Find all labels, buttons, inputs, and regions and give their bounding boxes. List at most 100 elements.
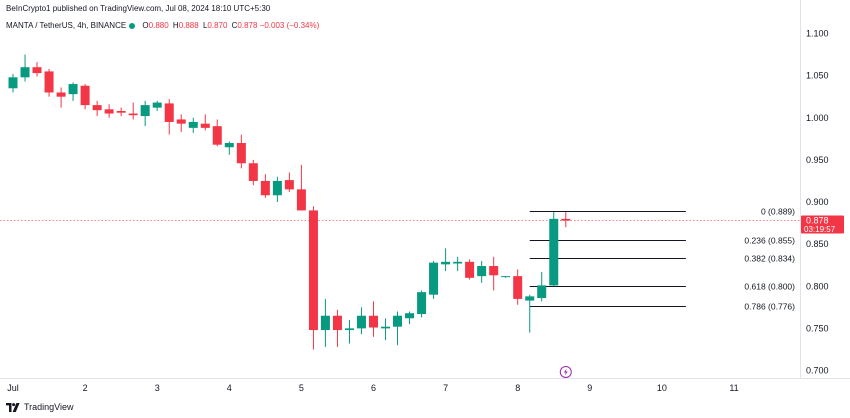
candle-body xyxy=(417,292,427,315)
x-tick-label: 3 xyxy=(155,383,160,393)
symbol-info: MANTA / TetherUS, 4h, BINANCE O0.880 H0.… xyxy=(6,21,319,30)
candle xyxy=(8,73,18,93)
x-tick-label: 8 xyxy=(515,383,520,393)
candle-body xyxy=(152,102,162,108)
candle-body xyxy=(381,326,391,329)
candle-body xyxy=(104,109,114,114)
candle-body xyxy=(284,180,294,190)
y-tick-label: 0.750 xyxy=(806,323,829,333)
candle-body xyxy=(272,180,282,196)
candle xyxy=(381,318,391,341)
candle-body xyxy=(248,163,258,181)
candle xyxy=(308,206,318,350)
candle xyxy=(453,256,463,272)
fib-level-label: 0.236 (0.855) xyxy=(744,236,795,246)
candle-body xyxy=(308,210,318,331)
ohlc-value-h: 0.888 xyxy=(178,21,201,30)
candle-body xyxy=(356,315,366,329)
y-tick-label: 1.000 xyxy=(806,113,829,123)
x-tick-label: 11 xyxy=(729,383,738,393)
candle xyxy=(356,307,366,335)
candle xyxy=(116,107,126,117)
candle-body xyxy=(477,266,487,277)
candle xyxy=(236,134,246,169)
fib-level-label: 0.618 (0.800) xyxy=(744,282,795,292)
candle xyxy=(320,298,330,347)
candle-body xyxy=(453,261,463,264)
x-tick-label: 5 xyxy=(299,383,304,393)
ohlc-value-o: 0.880 xyxy=(148,21,171,30)
candle-body xyxy=(212,126,222,145)
x-tick-label: 9 xyxy=(587,383,592,393)
candle-body xyxy=(344,328,354,331)
candle-body xyxy=(561,218,571,221)
candle-body xyxy=(405,313,415,319)
candle-body xyxy=(236,143,246,164)
candle xyxy=(104,104,114,118)
candle xyxy=(260,174,270,198)
candle xyxy=(513,269,523,305)
candle-body xyxy=(20,67,30,78)
symbol-name[interactable]: MANTA / TetherUS, 4h, BINANCE xyxy=(6,21,127,30)
candle-body xyxy=(56,92,66,97)
candle-body xyxy=(320,315,330,331)
candle xyxy=(417,290,427,318)
candle-body xyxy=(489,266,499,276)
candle xyxy=(68,82,78,101)
lightning-icon-bolt xyxy=(563,368,568,376)
candle xyxy=(344,319,354,344)
x-tick-label: Jul xyxy=(7,383,19,393)
candle-body xyxy=(80,85,90,106)
lightning-icon xyxy=(559,366,572,378)
candle xyxy=(56,87,66,108)
candle-body xyxy=(429,262,439,295)
y-tick-label: 0.700 xyxy=(806,366,829,376)
candle-body xyxy=(260,180,270,196)
ohlc-key-o: O xyxy=(142,21,149,30)
candle-body xyxy=(525,296,535,301)
ohlc-value-l: 0.870 xyxy=(207,21,230,30)
fib-level-label: 0.382 (0.834) xyxy=(744,254,795,264)
candle-body xyxy=(441,261,451,265)
candle-body xyxy=(8,77,18,89)
candle-body xyxy=(44,71,54,93)
candle xyxy=(525,294,535,333)
x-tick-label: 7 xyxy=(443,383,448,393)
candle xyxy=(429,260,439,299)
last-price-label-bg xyxy=(801,215,844,234)
published-line: BeInCrypto1 published on TradingView.com… xyxy=(6,4,271,13)
ohlc-value-c: 0.878 xyxy=(237,21,260,30)
candle xyxy=(272,176,282,202)
candle-body xyxy=(465,261,475,278)
candle xyxy=(188,117,198,133)
candle xyxy=(549,212,559,287)
last-price-value: 0.878 xyxy=(806,216,829,226)
candle xyxy=(441,248,451,272)
candle xyxy=(296,164,306,211)
candle xyxy=(501,276,511,278)
tradingview-logo-icon xyxy=(6,402,20,412)
candle-body xyxy=(332,315,342,331)
market-status-dot xyxy=(129,22,136,29)
candle-body xyxy=(68,84,78,95)
candle xyxy=(489,256,499,291)
candle-body xyxy=(369,315,378,328)
candle xyxy=(369,301,378,337)
candle xyxy=(212,119,222,147)
candle xyxy=(44,68,54,97)
candle xyxy=(128,102,138,120)
candle-body xyxy=(224,143,234,148)
candle xyxy=(164,99,174,135)
ohlc-values: O0.880 H0.888 L0.870 C0.878 xyxy=(140,21,259,30)
candle-body xyxy=(164,103,174,122)
candle xyxy=(140,100,150,127)
candle-body xyxy=(501,276,511,278)
candle xyxy=(393,311,403,346)
candle-body xyxy=(176,119,186,124)
x-tick-label: 2 xyxy=(83,383,88,393)
ohlc-key-l: L xyxy=(202,21,208,30)
candle xyxy=(465,259,475,280)
y-tick-label: 0.950 xyxy=(806,155,829,165)
countdown-timer: 03:19:57 xyxy=(804,225,836,234)
